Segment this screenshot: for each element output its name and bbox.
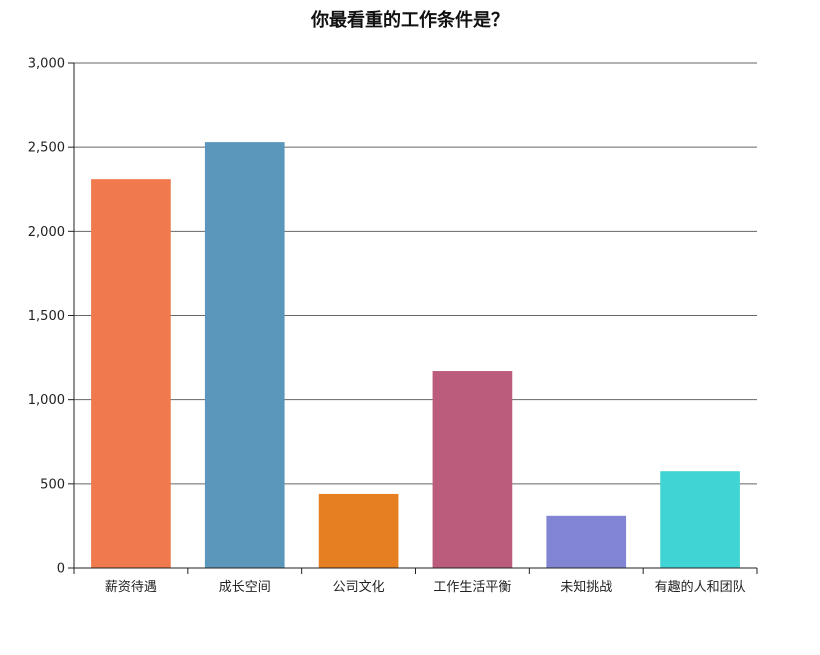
axes <box>68 62 758 574</box>
bar-2 <box>204 142 285 568</box>
x-tick-label-4: 工作生活平衡 <box>433 580 511 595</box>
bar-4 <box>432 371 513 568</box>
x-tick-label-1: 薪资待遇 <box>105 580 157 595</box>
y-tick-label-2000: 2,000 <box>28 225 65 240</box>
tick-labels: 0 500 1,000 1,500 2,000 2,500 3,000 薪资待遇 成长空间 公司文… <box>28 57 746 596</box>
x-tick-label-5: 未知挑战 <box>560 579 612 595</box>
x-tick-label-2: 成长空间 <box>219 580 271 595</box>
x-tick-label-6: 有趣的人和团队 <box>655 579 746 595</box>
y-tick-label-2500: 2,500 <box>28 141 65 156</box>
y-tick-label-500: 500 <box>40 477 65 492</box>
bars <box>91 142 740 568</box>
bar-6 <box>660 471 740 568</box>
y-tick-label-1000: 1,000 <box>28 393 65 408</box>
bar-5 <box>546 515 627 568</box>
chart-title: 你最看重的工作条件是？ <box>311 10 509 31</box>
y-tick-label-1500: 1,500 <box>28 309 65 324</box>
bar-1 <box>91 179 171 568</box>
bar-3 <box>318 493 399 568</box>
y-tick-label-0: 0 <box>57 562 65 577</box>
grid-lines <box>74 62 757 485</box>
x-tick-label-3: 公司文化 <box>333 580 385 595</box>
y-tick-label-3000: 3,000 <box>28 57 65 72</box>
